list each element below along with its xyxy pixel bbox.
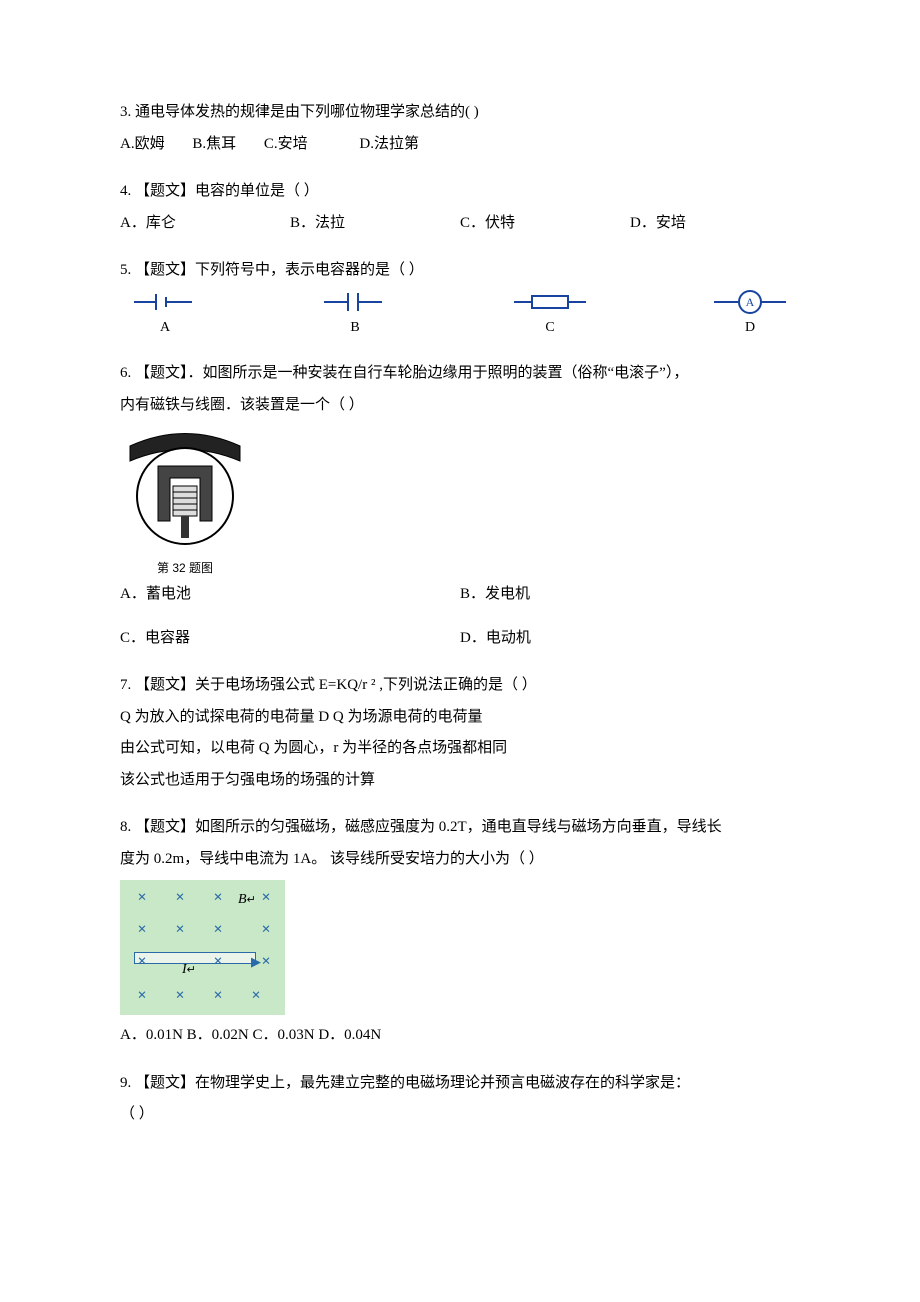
q5-symbol-b: B bbox=[320, 290, 390, 340]
question-7: 7. 【题文】关于电场场强公式 E=KQ/r ² ,下列说法正确的是（ ） Q … bbox=[120, 673, 800, 793]
question-4: 4. 【题文】电容的单位是（ ） A．库仑 B．法拉 C．伏特 D．安培 bbox=[120, 179, 800, 236]
q7-l4: 该公式也适用于匀强电场的场强的计算 bbox=[120, 768, 800, 794]
cross-icon: × bbox=[134, 922, 150, 938]
q6-stem-2: 内有磁铁与线圈．该装置是一个（ ） bbox=[120, 393, 800, 419]
q3-opt-a: A.欧姆 bbox=[120, 136, 165, 152]
question-9: 9. 【题文】在物理学史上，最先建立完整的电磁场理论并预言电磁波存在的科学家是：… bbox=[120, 1071, 800, 1128]
q4-opt-d: D．安培 bbox=[630, 211, 800, 237]
q4-opt-c: C．伏特 bbox=[460, 211, 630, 237]
q8-stem-2: 度为 0.2m，导线中电流为 1A。 该导线所受安培力的大小为（ ） bbox=[120, 847, 800, 873]
q4-opt-b: B．法拉 bbox=[290, 211, 460, 237]
cross-icon: × bbox=[258, 890, 274, 906]
q8-options: A．0.01N B．0.02N C．0.03N D．0.04N bbox=[120, 1023, 800, 1049]
q3-stem: 3. 通电导体发热的规律是由下列哪位物理学家总结的( ) bbox=[120, 100, 800, 126]
capacitor-symbol-icon bbox=[320, 290, 390, 314]
cross-icon: × bbox=[210, 954, 226, 970]
q3-opt-d: D.法拉第 bbox=[359, 136, 419, 152]
cross-icon: × bbox=[210, 988, 226, 1004]
cross-icon: × bbox=[134, 988, 150, 1004]
q6-options-row1: A．蓄电池 B．发电机 bbox=[120, 582, 800, 608]
q5-symbol-a: A bbox=[130, 290, 200, 340]
cross-icon: × bbox=[172, 988, 188, 1004]
q7-l1: 7. 【题文】关于电场场强公式 E=KQ/r ² ,下列说法正确的是（ ） bbox=[120, 673, 800, 699]
cross-icon: × bbox=[210, 890, 226, 906]
svg-text:A: A bbox=[746, 295, 755, 309]
resistor-symbol-icon bbox=[510, 290, 590, 314]
q5-symbol-c: C bbox=[510, 290, 590, 340]
q5-symbols-row: A B C bbox=[120, 290, 800, 340]
b-label: B↵ bbox=[238, 888, 256, 912]
q6-opt-a: A．蓄电池 bbox=[120, 582, 460, 608]
q5-label-c: C bbox=[545, 316, 554, 340]
question-5: 5. 【题文】下列符号中，表示电容器的是（ ） A bbox=[120, 258, 800, 339]
q4-opt-a: A．库仑 bbox=[120, 211, 290, 237]
q6-options-row2: C．电容器 D．电动机 bbox=[120, 626, 800, 652]
q5-label-d: D bbox=[745, 316, 755, 340]
q6-opt-b: B．发电机 bbox=[460, 582, 800, 608]
dynamo-icon bbox=[120, 426, 250, 546]
q6-opt-c: C．电容器 bbox=[120, 626, 460, 652]
q5-label-b: B bbox=[350, 316, 359, 340]
q3-opt-c: C.安培 bbox=[264, 136, 308, 152]
cross-icon: × bbox=[210, 922, 226, 938]
cell-symbol-icon bbox=[130, 290, 200, 314]
q3-options: A.欧姆 B.焦耳 C.安培 D.法拉第 bbox=[120, 132, 800, 158]
cross-icon: × bbox=[258, 922, 274, 938]
q7-l2: Q 为放入的试探电荷的电荷量 D Q 为场源电荷的电荷量 bbox=[120, 705, 800, 731]
q6-opt-d: D．电动机 bbox=[460, 626, 800, 652]
q4-options: A．库仑 B．法拉 C．伏特 D．安培 bbox=[120, 211, 800, 237]
cross-icon: × bbox=[248, 988, 264, 1004]
cross-icon: × bbox=[172, 922, 188, 938]
cross-icon: × bbox=[172, 890, 188, 906]
cross-icon: × bbox=[258, 954, 274, 970]
q6-stem-1: 6. 【题文】．如图所示是一种安装在自行车轮胎边缘用于照明的装置（俗称“电滚子”… bbox=[120, 361, 800, 387]
q4-stem: 4. 【题文】电容的单位是（ ） bbox=[120, 179, 800, 205]
q9-l2: （ ） bbox=[120, 1102, 800, 1128]
cross-icon: × bbox=[134, 954, 150, 970]
cross-icon: × bbox=[134, 890, 150, 906]
q6-figure: 第 32 题图 bbox=[120, 426, 250, 578]
q6-caption: 第 32 题图 bbox=[120, 558, 250, 578]
q8-figure: × × × × × × × × ▶ × × × × × × × B↵ I↵ bbox=[120, 880, 285, 1015]
q7-l3: 由公式可知，以电荷 Q 为圆心，r 为半径的各点场强都相同 bbox=[120, 736, 800, 762]
question-6: 6. 【题文】．如图所示是一种安装在自行车轮胎边缘用于照明的装置（俗称“电滚子”… bbox=[120, 361, 800, 651]
question-3: 3. 通电导体发热的规律是由下列哪位物理学家总结的( ) A.欧姆 B.焦耳 C… bbox=[120, 100, 800, 157]
question-8: 8. 【题文】如图所示的匀强磁场，磁感应强度为 0.2T，通电直导线与磁场方向垂… bbox=[120, 815, 800, 1049]
q5-symbol-d: A D bbox=[710, 290, 790, 340]
q5-label-a: A bbox=[160, 316, 170, 340]
ammeter-symbol-icon: A bbox=[710, 290, 790, 314]
q9-l1: 9. 【题文】在物理学史上，最先建立完整的电磁场理论并预言电磁波存在的科学家是： bbox=[120, 1071, 800, 1097]
q5-stem: 5. 【题文】下列符号中，表示电容器的是（ ） bbox=[120, 258, 800, 284]
i-label: I↵ bbox=[182, 958, 196, 982]
q8-stem-1: 8. 【题文】如图所示的匀强磁场，磁感应强度为 0.2T，通电直导线与磁场方向垂… bbox=[120, 815, 800, 841]
q3-opt-b: B.焦耳 bbox=[192, 136, 236, 152]
